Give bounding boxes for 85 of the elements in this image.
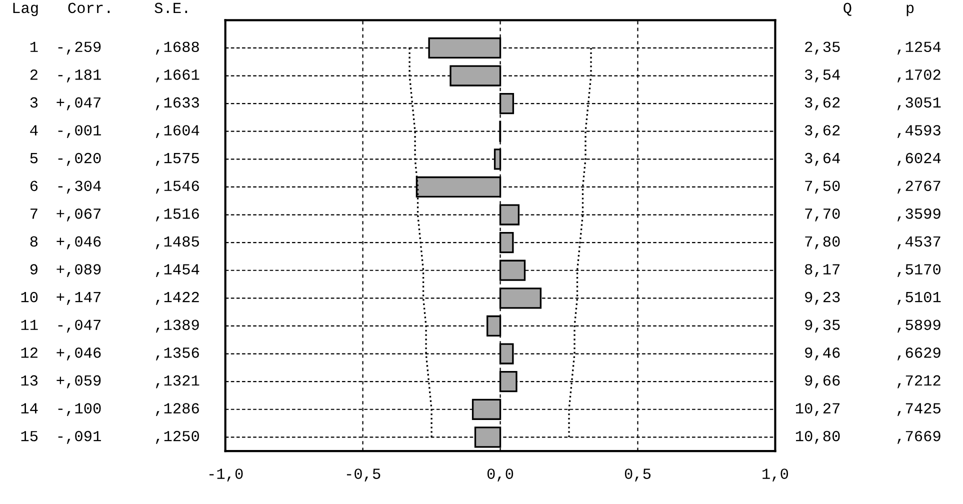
text: ,1454 (156, 264, 200, 278)
text: 15 (21, 431, 38, 442)
text: 2 (30, 69, 38, 80)
text: S.E. (154, 2, 188, 14)
text: ,3599 (898, 208, 940, 222)
text: ,6024 (898, 152, 941, 166)
text: 4 (30, 125, 38, 136)
text: 10,27 (796, 403, 840, 416)
text: ,1575 (156, 153, 199, 166)
text: ,1688 (156, 42, 199, 55)
text: -,091 (58, 430, 101, 444)
text: 8,17 (805, 264, 840, 278)
text: ,7212 (898, 375, 940, 388)
text: Lag (13, 2, 38, 16)
text: ,1546 (156, 180, 199, 194)
text: +,047 (56, 97, 100, 110)
text: 3,62 (804, 125, 840, 138)
text: ,1250 (156, 430, 199, 444)
text: 14 (21, 403, 38, 414)
text: 8 (30, 236, 38, 247)
text: 12 (21, 348, 38, 358)
text: ,5899 (898, 320, 940, 333)
text: ,4537 (898, 236, 940, 250)
text: 7,80 (805, 236, 840, 250)
x-tick-label: 0,5 (624, 468, 651, 482)
text: ,1702 (898, 69, 940, 82)
text: ,7669 (898, 430, 940, 444)
text: Q (844, 2, 852, 16)
text: -,020 (58, 152, 101, 166)
text: ,1485 (156, 236, 199, 250)
text: +,046 (56, 236, 101, 250)
x-tick-label: -1,0 (209, 468, 243, 482)
text: 2,35 (805, 42, 840, 55)
x-tick-label: 1,0 (762, 468, 788, 482)
text: ,1516 (156, 208, 199, 222)
text: ,1286 (156, 403, 199, 416)
text: 6 (30, 180, 38, 192)
text: -,304 (58, 180, 101, 194)
text: 11 (21, 320, 38, 330)
text: 9,23 (805, 292, 840, 305)
text: 9 (30, 264, 38, 274)
text: 3,62 (804, 97, 840, 110)
text: ,1661 (156, 69, 200, 82)
text: -,100 (58, 403, 101, 416)
text: ,1321 (156, 375, 200, 388)
text: -,047 (58, 320, 100, 333)
text: 9,66 (805, 375, 840, 388)
text: ,1356 (156, 348, 199, 360)
x-tick-label: -0,5 (346, 468, 380, 482)
text: ,6629 (898, 348, 940, 360)
text: 9,46 (805, 348, 840, 360)
text: +,059 (56, 375, 101, 388)
text: 1 (30, 42, 38, 52)
text: ,1422 (156, 292, 199, 305)
text: -,181 (58, 69, 101, 82)
text: ,3051 (898, 97, 941, 110)
text: ,2767 (898, 180, 940, 194)
text: 7 (30, 208, 38, 219)
text: ,1389 (156, 320, 199, 333)
text: 13 (21, 375, 38, 386)
text: 7,70 (805, 208, 840, 222)
text: ,5170 (898, 264, 940, 278)
text: +,089 (56, 264, 101, 278)
text: 10,80 (796, 430, 840, 444)
text: -,259 (58, 42, 101, 55)
text: p (906, 4, 914, 16)
text: 3,54 (804, 69, 840, 82)
text: 10 (21, 292, 38, 302)
text: +,067 (56, 208, 100, 222)
text: +,046 (56, 348, 101, 360)
text: -,001 (58, 125, 101, 138)
text: ,1633 (156, 97, 199, 110)
text: ,1254 (898, 42, 941, 55)
text: Corr. (68, 2, 110, 14)
text: ,1604 (156, 125, 200, 138)
text: ,5101 (898, 292, 941, 305)
text: +,147 (56, 292, 100, 305)
text: 9,35 (805, 320, 840, 333)
text: 7,50 (805, 180, 840, 194)
text: ,7425 (898, 403, 940, 416)
text: 3,64 (804, 152, 840, 166)
text: 3 (30, 97, 38, 108)
x-tick-label: 0,0 (487, 468, 514, 482)
text: ,4593 (898, 125, 940, 138)
text: 5 (30, 153, 38, 164)
